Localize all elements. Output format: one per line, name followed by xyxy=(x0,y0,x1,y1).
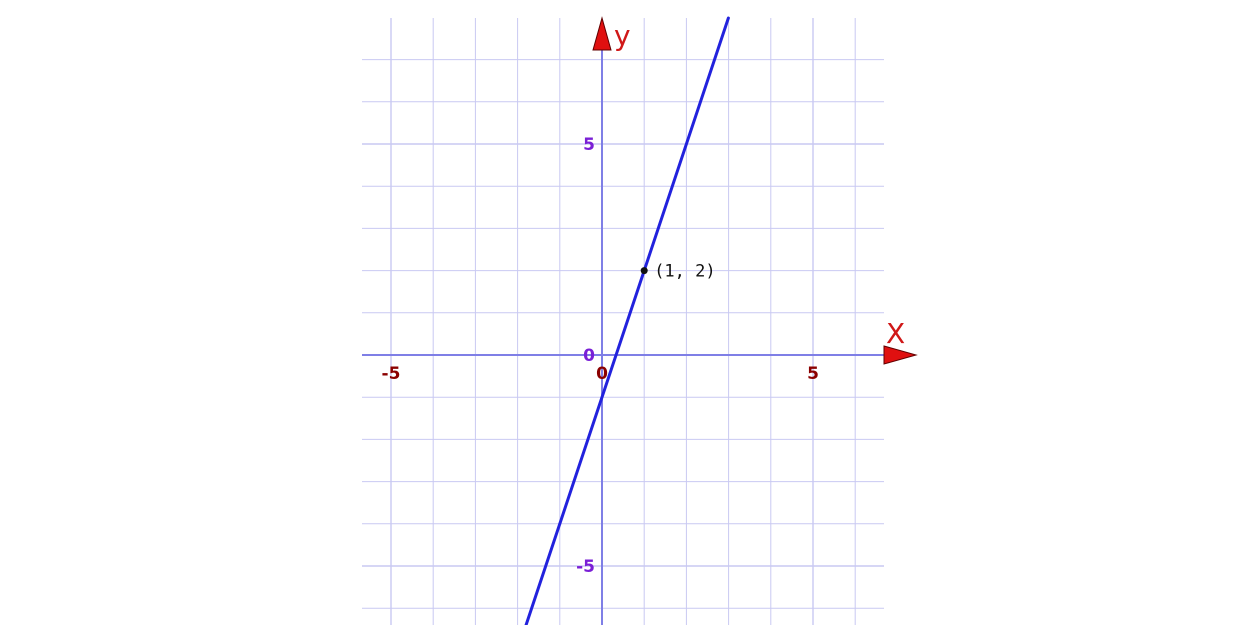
x-axis-label: X xyxy=(886,317,905,350)
tick-labels: -5 0 5 5 0 -5 xyxy=(382,135,819,577)
points-group: (1, 2) xyxy=(640,262,716,282)
x-tick-label: 5 xyxy=(807,364,819,384)
data-point xyxy=(640,267,648,275)
x-tick-label: 0 xyxy=(596,364,608,384)
x-tick-label: -5 xyxy=(382,364,401,384)
y-tick-label: -5 xyxy=(576,557,595,577)
y-axis-label: y xyxy=(614,19,631,52)
data-point-label: (1, 2) xyxy=(654,262,715,282)
y-tick-label: 5 xyxy=(583,135,595,155)
series-group xyxy=(524,16,730,625)
grid-lines xyxy=(362,18,884,625)
y-axis-arrow-icon xyxy=(592,16,612,51)
axes xyxy=(362,16,918,625)
x-axis-arrow-icon xyxy=(883,345,918,365)
y-tick-label: 0 xyxy=(583,346,595,366)
series-line xyxy=(524,16,730,625)
